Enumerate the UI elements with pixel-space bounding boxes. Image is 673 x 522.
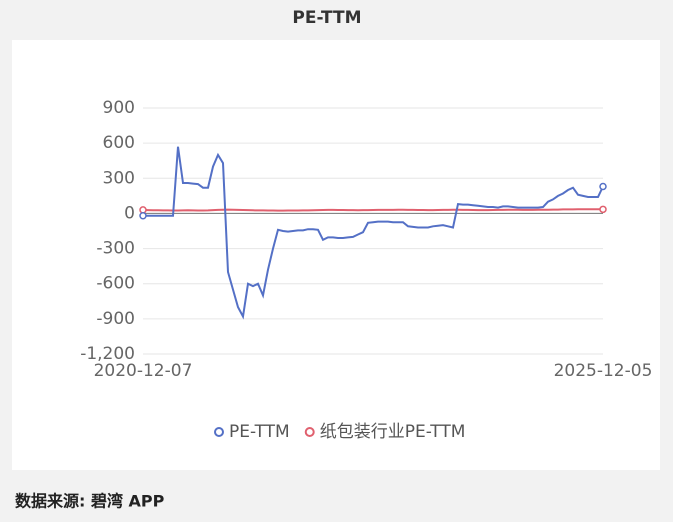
y-tick-label: 300 (103, 168, 135, 188)
panel (12, 40, 660, 470)
legend-marker (214, 427, 224, 437)
y-tick-label: -600 (96, 274, 135, 294)
legend-label: PE-TTM (229, 422, 290, 442)
end-point (139, 206, 147, 214)
chart-title: PE-TTM (292, 8, 361, 28)
legend-marker (304, 427, 315, 437)
end-point (139, 212, 147, 220)
end-point (599, 205, 607, 214)
legend-label: 纸包装行业PE-TTM (320, 422, 466, 442)
source: 数据来源: 碧湾 APP (15, 492, 165, 511)
y-tick-label: -900 (96, 309, 135, 329)
end-point (599, 182, 607, 191)
y-tick-label: -1,200 (80, 344, 135, 364)
x-tick-label: 2020-12-07 (94, 361, 193, 381)
y-tick-label: 600 (103, 133, 135, 153)
y-tick-label: 900 (103, 98, 135, 118)
x-tick-label: 2025-12-05 (554, 361, 653, 381)
y-tick-label: -300 (96, 239, 135, 259)
y-tick-label: 0 (124, 203, 135, 223)
series-line (143, 146, 604, 320)
series-line (142, 208, 603, 212)
